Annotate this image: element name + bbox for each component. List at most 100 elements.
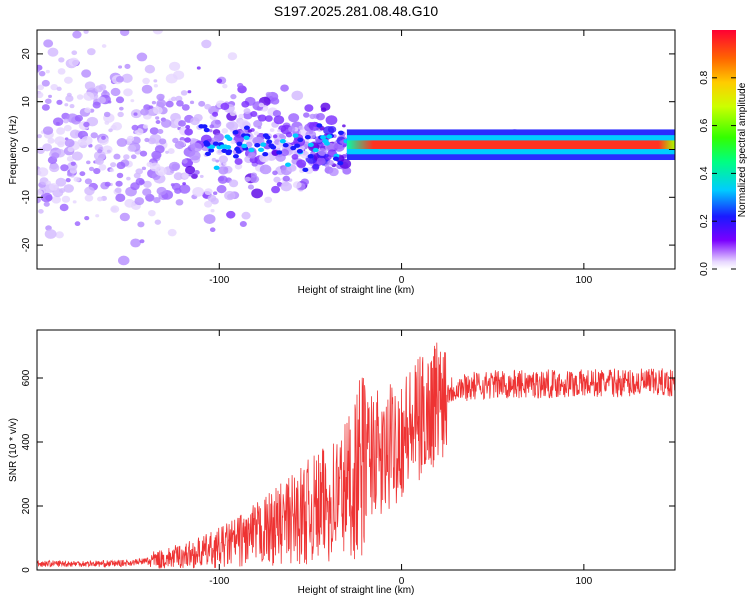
spectral-blob bbox=[148, 209, 156, 217]
spectral-blob bbox=[189, 150, 201, 161]
spectral-blob bbox=[288, 113, 300, 123]
spectral-blob bbox=[84, 186, 95, 196]
spectral-blob bbox=[88, 166, 95, 172]
spectral-blob bbox=[203, 140, 210, 145]
spectral-blob bbox=[69, 104, 75, 109]
spectral-blob bbox=[155, 116, 160, 120]
spectral-blob bbox=[74, 114, 83, 122]
spectral-blob bbox=[175, 95, 183, 102]
spectral-blob bbox=[316, 157, 326, 165]
spectral-blob bbox=[165, 150, 169, 154]
spectral-blob bbox=[94, 144, 104, 152]
spectral-blob bbox=[153, 79, 158, 83]
spectral-blob bbox=[48, 94, 52, 99]
y-tick-label: -20 bbox=[21, 237, 32, 252]
spectral-blob bbox=[119, 106, 124, 111]
spectral-blob bbox=[165, 73, 178, 84]
spectral-blob bbox=[282, 143, 289, 148]
spectral-blob bbox=[56, 127, 66, 135]
spectral-blob bbox=[136, 52, 148, 62]
spectral-blob bbox=[324, 163, 330, 168]
spectral-blob bbox=[234, 163, 243, 170]
y-tick-label: 400 bbox=[21, 433, 32, 450]
spectral-blob bbox=[170, 183, 175, 187]
spectral-blob bbox=[324, 141, 331, 146]
spectral-blob bbox=[81, 136, 93, 146]
colorbar-tick-label: 0.6 bbox=[699, 118, 710, 132]
spectral-blob bbox=[104, 181, 111, 187]
spectral-blob bbox=[108, 128, 113, 133]
spectral-blob bbox=[83, 121, 90, 128]
spectral-blob bbox=[84, 178, 93, 185]
colorbar-tick-label: 0.2 bbox=[699, 214, 710, 228]
spectral-blob bbox=[236, 82, 244, 89]
spectral-blob bbox=[70, 161, 76, 166]
spectral-blob bbox=[161, 119, 172, 128]
spectral-blob bbox=[96, 196, 103, 202]
spectral-blob bbox=[124, 198, 135, 208]
spectral-blob bbox=[298, 125, 304, 131]
spectral-blob bbox=[180, 90, 188, 96]
spectral-blob bbox=[239, 221, 247, 227]
spectral-blob bbox=[66, 155, 74, 162]
spectral-blob bbox=[219, 144, 226, 149]
spectral-blob bbox=[142, 124, 149, 129]
spectral-blob bbox=[123, 88, 133, 97]
spectral-blob bbox=[72, 200, 77, 204]
spectral-blob bbox=[211, 157, 217, 162]
spectral-blob bbox=[126, 135, 135, 142]
spectral-blob bbox=[337, 130, 344, 135]
spectral-blob bbox=[56, 86, 62, 91]
spectral-blob bbox=[317, 148, 327, 156]
spectral-blob bbox=[208, 129, 213, 133]
spectral-blob bbox=[175, 199, 184, 206]
spectral-blob bbox=[250, 110, 258, 117]
spectral-blob bbox=[157, 129, 164, 134]
spectral-blob bbox=[230, 139, 236, 145]
spectral-blob bbox=[243, 108, 251, 115]
spectral-blob bbox=[266, 139, 273, 144]
spectral-blob bbox=[51, 152, 60, 159]
spectral-blob bbox=[296, 149, 303, 154]
spectral-blob bbox=[54, 136, 66, 146]
spectral-blob bbox=[38, 70, 46, 77]
spectral-blob bbox=[280, 181, 292, 192]
spectral-blob bbox=[57, 68, 66, 75]
spectral-blob bbox=[235, 118, 243, 124]
spectral-blob bbox=[258, 147, 265, 153]
spectral-blob bbox=[254, 143, 261, 148]
spectral-blob bbox=[127, 144, 137, 152]
spectral-blob bbox=[50, 83, 58, 91]
spectral-blob bbox=[257, 114, 267, 122]
spectral-blob bbox=[43, 39, 54, 48]
spectral-blob bbox=[98, 84, 107, 91]
spectral-blob bbox=[115, 96, 125, 104]
spectral-blob bbox=[203, 214, 216, 224]
spectral-blob bbox=[84, 216, 90, 221]
spectral-blob bbox=[292, 133, 299, 138]
spectral-blob bbox=[269, 128, 275, 133]
spectral-blob bbox=[302, 167, 309, 173]
spectral-blob bbox=[276, 150, 283, 155]
spectral-blob bbox=[115, 193, 126, 202]
spectral-blob bbox=[284, 162, 291, 167]
spectral-blob bbox=[74, 221, 81, 227]
spectral-blob bbox=[167, 228, 177, 237]
spectral-blob bbox=[153, 83, 158, 88]
spectral-blob bbox=[226, 210, 236, 219]
spectral-blob bbox=[110, 87, 121, 97]
spectral-blob bbox=[259, 164, 272, 175]
spectral-blob bbox=[185, 124, 191, 129]
spectral-blob bbox=[138, 179, 145, 185]
spectral-blob bbox=[279, 139, 286, 144]
spectral-blob bbox=[93, 167, 101, 175]
spectral-blob bbox=[328, 167, 339, 177]
spectral-blob bbox=[212, 141, 219, 146]
spectral-blob bbox=[156, 186, 167, 196]
spectral-blob bbox=[60, 164, 69, 172]
spectral-blob bbox=[139, 239, 145, 244]
y-tick-label: 600 bbox=[21, 369, 32, 386]
spectral-blob bbox=[121, 73, 133, 83]
